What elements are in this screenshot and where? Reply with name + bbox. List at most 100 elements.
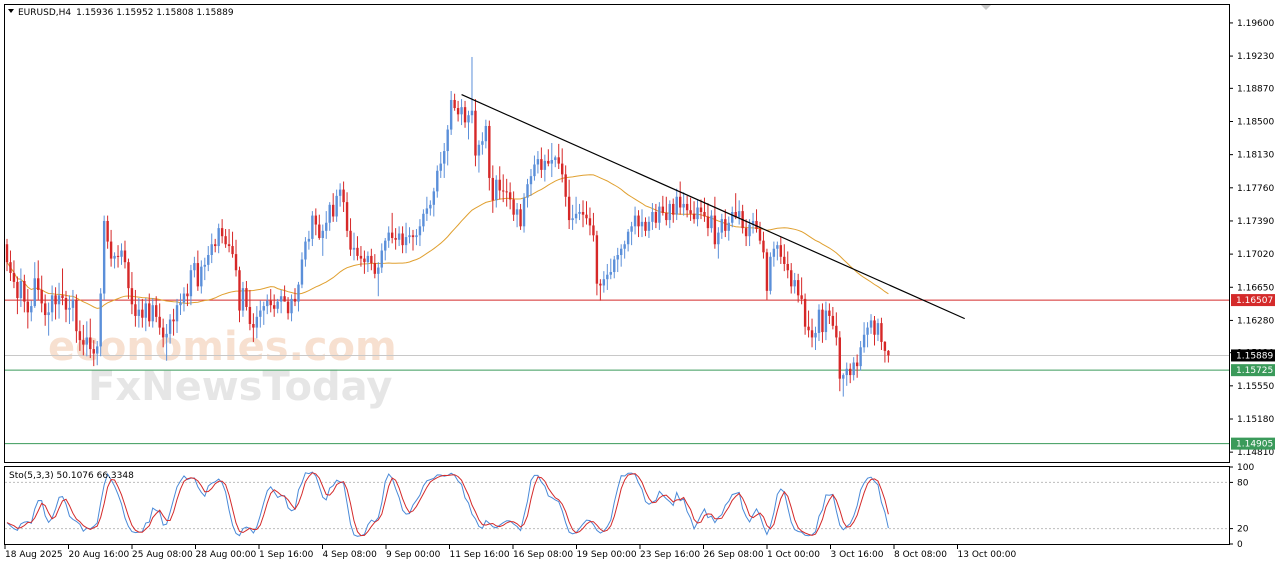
candle-body xyxy=(82,340,85,345)
candle xyxy=(765,248,769,300)
candle xyxy=(331,193,335,222)
candle-body xyxy=(311,215,314,239)
candle-body xyxy=(724,219,727,231)
candle xyxy=(23,274,26,313)
time-tick-label: 18 Aug 2025 xyxy=(5,550,63,560)
candle-body xyxy=(377,267,380,274)
candle-body xyxy=(78,331,82,341)
candle xyxy=(234,239,238,277)
candle xyxy=(380,243,383,273)
candle-body xyxy=(713,215,717,245)
candle xyxy=(668,200,671,229)
candle xyxy=(859,341,862,371)
trendline-group[interactable] xyxy=(461,94,965,320)
candle xyxy=(30,300,33,322)
candle-body xyxy=(161,327,165,338)
candle-body xyxy=(158,316,161,328)
candle-body xyxy=(19,280,23,299)
candle-body xyxy=(137,309,141,316)
shift-marker-icon[interactable] xyxy=(981,5,991,10)
candle-body xyxy=(880,323,883,342)
candle xyxy=(814,326,817,350)
candle-body xyxy=(842,375,845,379)
candle-body xyxy=(283,296,286,302)
candle-body xyxy=(876,323,880,335)
candle-body xyxy=(262,306,265,311)
candle-body xyxy=(5,244,9,263)
candle-body xyxy=(172,319,175,322)
candle-body xyxy=(401,233,404,246)
dropdown-triangle-icon[interactable] xyxy=(8,9,14,13)
candle-body xyxy=(849,368,852,376)
candle xyxy=(574,196,578,224)
candle-body xyxy=(554,157,557,161)
candle-body xyxy=(404,237,408,246)
price-tag-bg xyxy=(1231,364,1275,377)
trendline xyxy=(461,94,965,320)
candle xyxy=(134,289,137,327)
candle-body xyxy=(370,255,373,264)
candle xyxy=(495,175,498,208)
candle-body xyxy=(567,196,571,221)
candle-body xyxy=(57,295,61,305)
candle xyxy=(755,209,758,233)
candle xyxy=(672,198,675,223)
candle xyxy=(633,206,637,235)
candle-body xyxy=(356,247,359,256)
candle xyxy=(321,224,324,256)
candle xyxy=(675,188,678,221)
candle xyxy=(439,151,442,178)
candle xyxy=(845,362,848,386)
candle-body xyxy=(706,216,710,229)
candle xyxy=(616,247,619,273)
candle-body xyxy=(498,179,501,191)
candle-body xyxy=(363,258,366,263)
candle xyxy=(640,209,644,238)
candle xyxy=(99,288,102,357)
candle-body xyxy=(800,295,803,299)
candle xyxy=(862,322,866,353)
candle xyxy=(50,285,54,322)
candle-body xyxy=(255,316,259,328)
candle xyxy=(637,210,640,238)
candle xyxy=(619,244,623,267)
candle-body xyxy=(75,299,78,332)
candle-body xyxy=(557,157,560,164)
candle-body xyxy=(644,221,647,231)
candle xyxy=(512,191,515,221)
candle xyxy=(769,252,772,295)
candle-body xyxy=(394,237,397,240)
candle-body xyxy=(12,272,16,282)
candle xyxy=(373,254,377,279)
candle xyxy=(692,201,696,224)
candle xyxy=(734,193,737,220)
candle-body xyxy=(602,279,606,286)
candle xyxy=(120,243,123,265)
price-tag-bg xyxy=(1231,349,1275,362)
candle-body xyxy=(817,309,821,333)
candle-body xyxy=(352,247,356,250)
candle xyxy=(411,229,415,251)
candle xyxy=(529,168,533,196)
candle xyxy=(102,215,106,300)
price-tick-label: 1.18130 xyxy=(1237,151,1274,161)
candle-body xyxy=(696,207,699,220)
candle xyxy=(817,304,821,342)
candle-body xyxy=(449,99,453,130)
candle xyxy=(272,294,276,317)
candle xyxy=(106,215,109,249)
price-tag-label: 1.15725 xyxy=(1236,366,1273,376)
candle-body xyxy=(790,270,793,287)
main-plot-frame xyxy=(4,4,1230,463)
stochastic-label: Sto(5,3,3) 50.1076 66.3348 xyxy=(9,471,134,481)
candle-body xyxy=(814,332,817,338)
candle xyxy=(835,312,838,346)
candle-body xyxy=(43,303,47,316)
candle xyxy=(557,143,560,169)
candle xyxy=(571,204,574,230)
stoch-signal-line xyxy=(6,472,889,537)
candle xyxy=(790,263,793,294)
candle-body xyxy=(547,160,550,164)
candle xyxy=(887,349,890,363)
